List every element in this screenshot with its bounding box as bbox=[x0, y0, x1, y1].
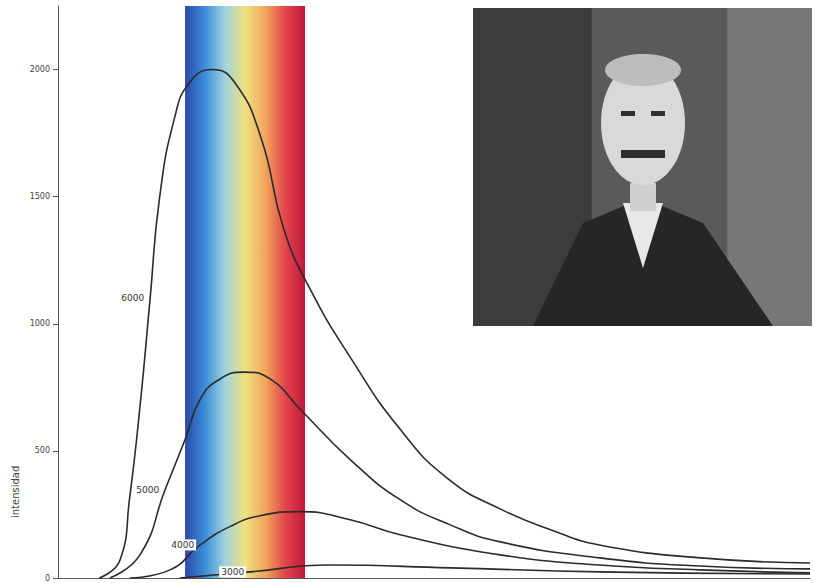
svg-text:0: 0 bbox=[45, 574, 50, 583]
svg-text:5000: 5000 bbox=[136, 485, 159, 495]
svg-text:3000: 3000 bbox=[221, 567, 244, 577]
svg-text:1000: 1000 bbox=[30, 319, 50, 328]
svg-text:2000: 2000 bbox=[30, 65, 50, 74]
svg-text:intensidad: intensidad bbox=[10, 466, 21, 518]
svg-text:500: 500 bbox=[35, 446, 50, 455]
svg-text:6000: 6000 bbox=[121, 293, 144, 303]
svg-text:4000: 4000 bbox=[171, 540, 194, 550]
svg-text:1500: 1500 bbox=[30, 192, 50, 201]
